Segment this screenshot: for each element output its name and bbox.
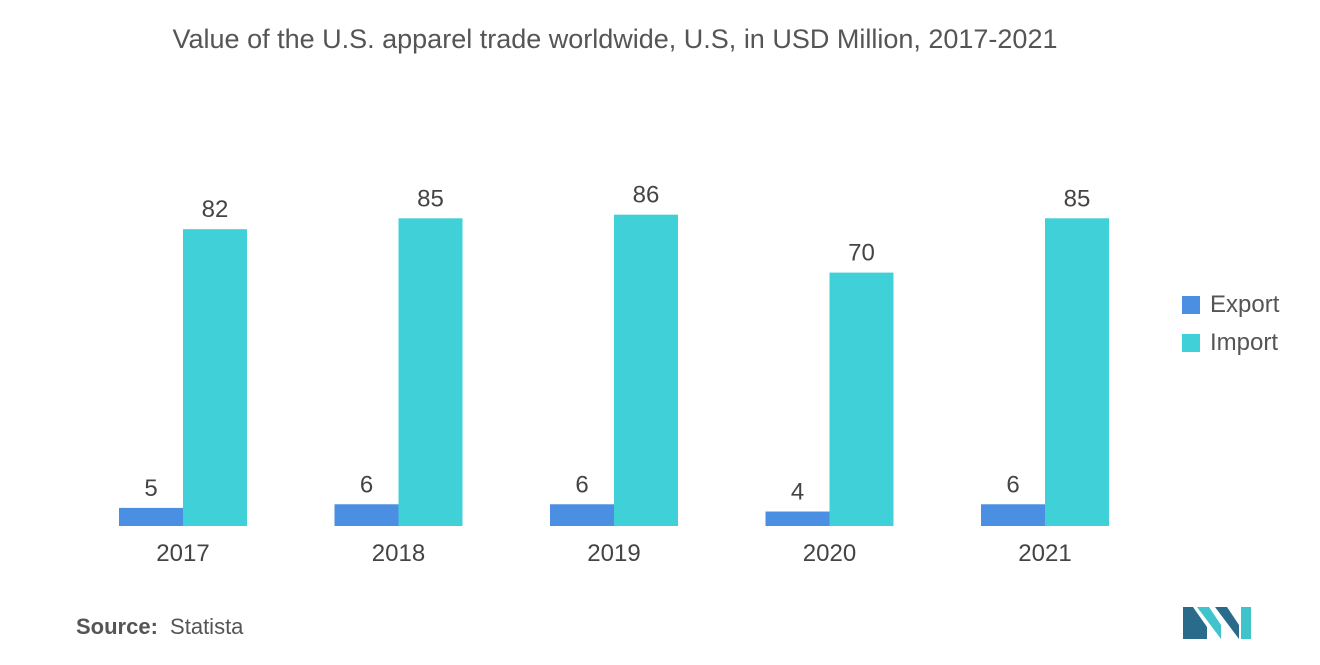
legend-label-import: Import <box>1210 329 1279 356</box>
source-value: Statista <box>170 614 244 639</box>
legend-item-import: Import <box>1182 324 1279 362</box>
legend-swatch-import <box>1182 334 1200 352</box>
data-label-export-2017: 5 <box>144 475 157 502</box>
data-label-export-2019: 6 <box>575 471 588 498</box>
legend-label-export: Export <box>1210 291 1280 318</box>
x-tick-label-2021: 2021 <box>1018 540 1071 567</box>
x-tick-label-2017: 2017 <box>156 540 209 567</box>
data-label-import-2019: 86 <box>633 182 660 209</box>
legend-item-export: Export <box>1182 286 1279 324</box>
data-label-import-2021: 85 <box>1064 185 1091 212</box>
bar-export-2020 <box>765 511 830 526</box>
bar-import-2018 <box>398 218 463 527</box>
data-label-export-2021: 6 <box>1006 471 1019 498</box>
bar-import-2020 <box>829 272 894 526</box>
data-label-export-2020: 4 <box>791 479 804 506</box>
bar-export-2018 <box>334 504 399 526</box>
bar-import-2021 <box>1045 218 1109 527</box>
data-label-import-2020: 70 <box>848 240 875 267</box>
bar-import-2019 <box>614 214 678 526</box>
x-tick-label-2019: 2019 <box>587 540 640 567</box>
legend-swatch-export <box>1182 296 1200 314</box>
x-tick-label-2018: 2018 <box>372 540 425 567</box>
data-label-import-2017: 82 <box>202 196 229 223</box>
chart-title: Value of the U.S. apparel trade worldwid… <box>172 24 1058 54</box>
source-label: Source: <box>76 614 158 639</box>
bar-export-2019 <box>550 504 614 526</box>
chart-legend: Export Import <box>1182 286 1279 362</box>
data-label-import-2018: 85 <box>417 185 444 212</box>
source-note: Source: Statista <box>76 614 243 640</box>
bar-export-2021 <box>981 504 1045 526</box>
mordor-intelligence-logo-icon <box>1183 603 1251 644</box>
bar-import-2017 <box>183 229 247 526</box>
x-tick-label-2020: 2020 <box>803 540 856 567</box>
data-label-export-2018: 6 <box>360 471 373 498</box>
bar-export-2017 <box>119 507 183 526</box>
